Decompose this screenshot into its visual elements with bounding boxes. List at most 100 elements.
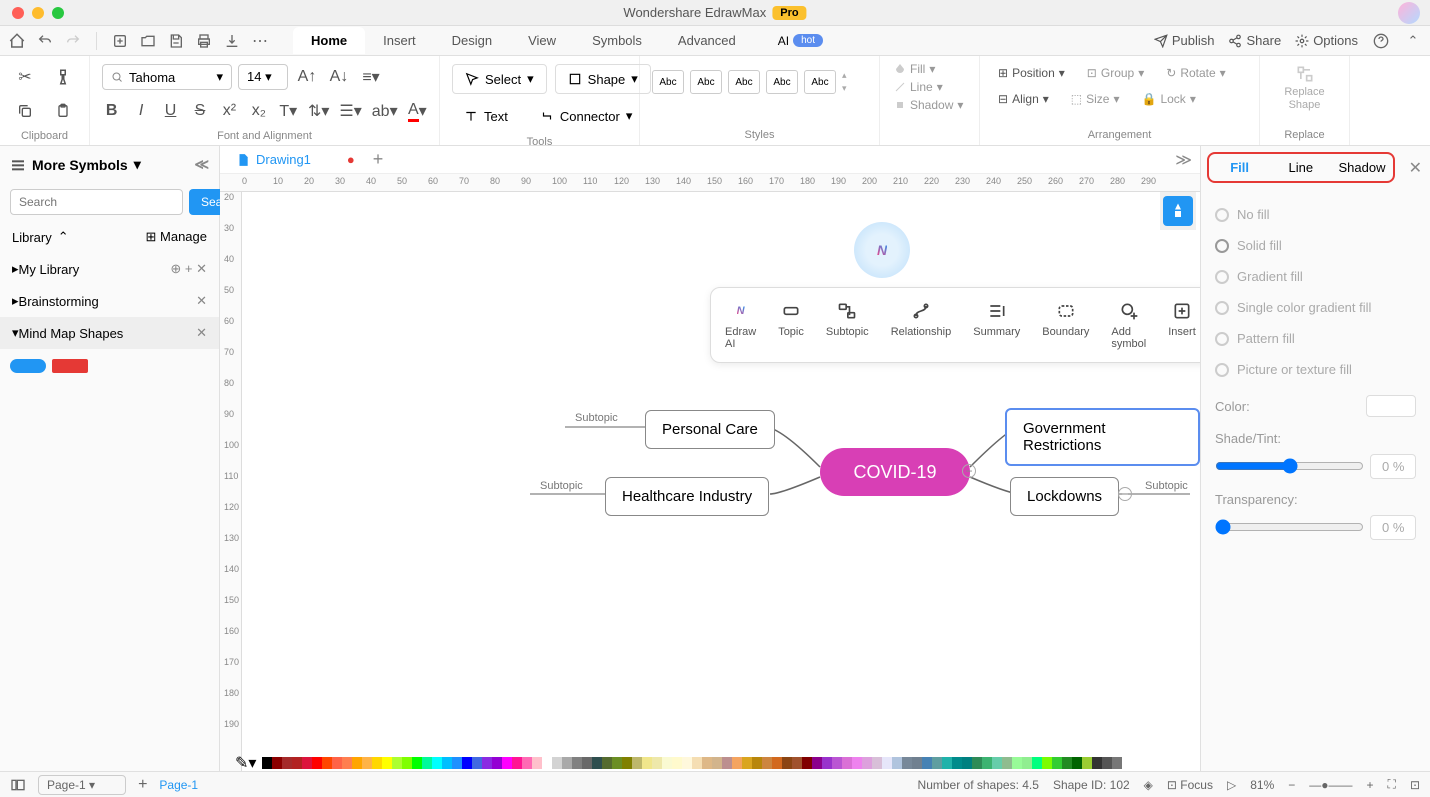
- options-button[interactable]: Options: [1295, 33, 1358, 48]
- color-swatch[interactable]: [342, 757, 352, 769]
- ai-assistant-bubble[interactable]: N: [854, 222, 910, 278]
- color-swatch[interactable]: [832, 757, 842, 769]
- font-color-icon[interactable]: A▾: [408, 98, 427, 124]
- shape-thumb-1[interactable]: [10, 359, 46, 373]
- rotate-dropdown[interactable]: ↻ Rotate▾: [1160, 64, 1231, 82]
- color-swatch[interactable]: [722, 757, 732, 769]
- color-swatch[interactable]: [1072, 757, 1082, 769]
- line-dropdown[interactable]: Line ▾: [888, 78, 971, 96]
- shadow-dropdown[interactable]: Shadow ▾: [888, 96, 971, 114]
- color-swatch[interactable]: [1022, 757, 1032, 769]
- color-swatch[interactable]: [962, 757, 972, 769]
- shade-slider[interactable]: [1215, 458, 1364, 474]
- text-effects-icon[interactable]: T▾: [279, 98, 298, 124]
- color-swatch[interactable]: [692, 757, 702, 769]
- ai-menu[interactable]: AI hot: [778, 34, 823, 48]
- radio-solid-fill[interactable]: Solid fill: [1215, 230, 1416, 261]
- layers-icon[interactable]: ◈: [1144, 778, 1153, 792]
- color-swatch[interactable]: [1062, 757, 1072, 769]
- color-swatch[interactable]: [782, 757, 792, 769]
- color-swatch[interactable]: [1366, 395, 1416, 417]
- ft-boundary[interactable]: Boundary: [1032, 296, 1099, 354]
- mindmap-center-node[interactable]: COVID-19: [820, 448, 970, 496]
- color-swatch[interactable]: [352, 757, 362, 769]
- paste-icon[interactable]: [50, 98, 76, 124]
- position-dropdown[interactable]: ⊞ Position▾: [992, 64, 1071, 82]
- decrease-font-icon[interactable]: A↓: [326, 64, 352, 90]
- color-swatch[interactable]: [402, 757, 412, 769]
- subscript-icon[interactable]: x₂: [249, 98, 268, 124]
- color-swatch[interactable]: [872, 757, 882, 769]
- bold-icon[interactable]: B: [102, 98, 121, 124]
- color-swatch[interactable]: [512, 757, 522, 769]
- color-swatch[interactable]: [382, 757, 392, 769]
- play-icon[interactable]: ▷: [1227, 778, 1236, 792]
- color-swatch[interactable]: [302, 757, 312, 769]
- color-swatch[interactable]: [552, 757, 562, 769]
- help-icon[interactable]: [1372, 32, 1390, 50]
- more-icon[interactable]: ⋯: [251, 32, 269, 50]
- color-swatch[interactable]: [1012, 757, 1022, 769]
- share-button[interactable]: Share: [1228, 33, 1281, 48]
- color-swatch[interactable]: [622, 757, 632, 769]
- mindmap-node-bl[interactable]: Healthcare Industry: [605, 477, 769, 516]
- ft-subtopic[interactable]: Subtopic: [816, 296, 879, 354]
- increase-font-icon[interactable]: A↑: [294, 64, 320, 90]
- color-swatch[interactable]: [462, 757, 472, 769]
- fit-icon[interactable]: ⛶: [1388, 777, 1396, 792]
- focus-button[interactable]: ⊡ Focus: [1167, 778, 1213, 792]
- radio-pattern-fill[interactable]: Pattern fill: [1215, 323, 1416, 354]
- color-swatch[interactable]: [952, 757, 962, 769]
- collapse-handle-br[interactable]: −: [1118, 487, 1132, 501]
- lock-dropdown[interactable]: 🔒 Lock▾: [1136, 90, 1202, 108]
- export-icon[interactable]: [223, 32, 241, 50]
- color-swatch[interactable]: [772, 757, 782, 769]
- color-swatch[interactable]: [662, 757, 672, 769]
- publish-button[interactable]: Publish: [1154, 33, 1215, 48]
- format-panel-icon[interactable]: [1163, 196, 1193, 226]
- font-select[interactable]: Tahoma▾: [102, 64, 232, 90]
- minimize-window[interactable]: [32, 7, 44, 19]
- color-swatch[interactable]: [972, 757, 982, 769]
- color-swatch[interactable]: [282, 757, 292, 769]
- align-dropdown[interactable]: ⊟ Align▾: [992, 90, 1055, 108]
- ft-topic[interactable]: Topic: [768, 296, 814, 354]
- tab-view[interactable]: View: [510, 27, 574, 54]
- underline-icon[interactable]: U: [161, 98, 180, 124]
- fill-dropdown[interactable]: Fill ▾: [888, 60, 971, 78]
- sidebar-item-mindmap[interactable]: ▾ Mind Map Shapes✕: [0, 317, 219, 349]
- format-brush-icon[interactable]: [50, 64, 76, 90]
- zoom-value[interactable]: 81%: [1250, 778, 1274, 792]
- save-icon[interactable]: [167, 32, 185, 50]
- color-swatch[interactable]: [682, 757, 692, 769]
- color-swatch[interactable]: [1112, 757, 1122, 769]
- pages-icon[interactable]: [10, 777, 26, 793]
- style-preset-5[interactable]: Abc: [804, 70, 836, 94]
- color-swatch[interactable]: [572, 757, 582, 769]
- tab-insert[interactable]: Insert: [365, 27, 434, 54]
- color-swatch[interactable]: [912, 757, 922, 769]
- font-size-select[interactable]: 14 ▾: [238, 64, 288, 90]
- color-swatch[interactable]: [672, 757, 682, 769]
- canvas[interactable]: 2030405060708090100110120130140150160170…: [220, 192, 1200, 771]
- color-swatch[interactable]: [442, 757, 452, 769]
- color-swatch[interactable]: [312, 757, 322, 769]
- strike-icon[interactable]: S: [190, 98, 209, 124]
- ft-add-symbol[interactable]: Add symbol: [1101, 296, 1156, 354]
- color-swatch[interactable]: [812, 757, 822, 769]
- radio-single-gradient[interactable]: Single color gradient fill: [1215, 292, 1416, 323]
- home-icon[interactable]: [8, 32, 26, 50]
- case-icon[interactable]: ab▾: [372, 98, 398, 124]
- mindmap-node-tr[interactable]: Government Restrictions: [1005, 408, 1200, 466]
- transparency-value[interactable]: 0 %: [1370, 515, 1416, 540]
- color-swatch[interactable]: [362, 757, 372, 769]
- color-swatch[interactable]: [882, 757, 892, 769]
- transparency-slider[interactable]: [1215, 519, 1364, 535]
- color-swatch[interactable]: [502, 757, 512, 769]
- ft-summary[interactable]: Summary: [963, 296, 1030, 354]
- maximize-window[interactable]: [52, 7, 64, 19]
- color-swatch[interactable]: [272, 757, 282, 769]
- connector-tool[interactable]: Connector ▾: [528, 102, 645, 130]
- color-swatch[interactable]: [592, 757, 602, 769]
- color-swatch[interactable]: [652, 757, 662, 769]
